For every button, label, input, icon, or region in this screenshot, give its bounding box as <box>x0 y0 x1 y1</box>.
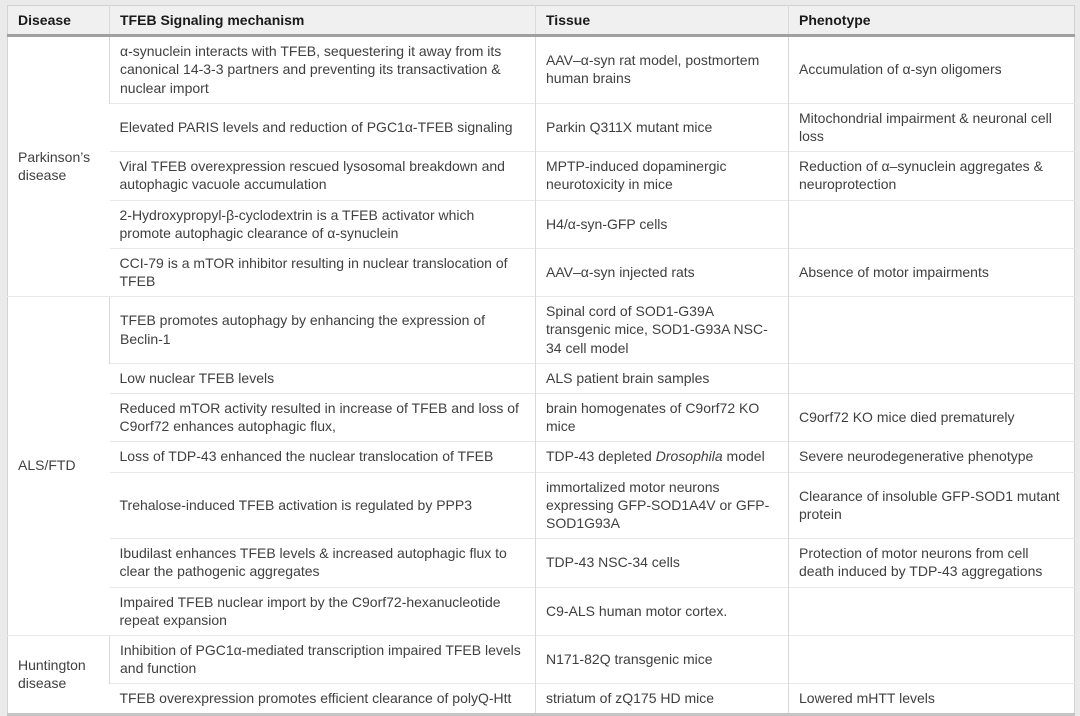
tissue-cell: N171-82Q transgenic mice <box>535 634 789 684</box>
mechanism-cell: CCI-79 is a mTOR inhibitor resulting in … <box>109 247 536 297</box>
phenotype-cell <box>788 634 1075 684</box>
table-row: Low nuclear TFEB levels ALS patient brain… <box>8 362 1075 394</box>
table-row: TFEB overexpression promotes efficient c… <box>8 683 1075 715</box>
mechanism-cell: Ibudilast enhances TFEB levels & increas… <box>109 538 536 587</box>
table-row: Impaired TFEB nuclear import by the C9or… <box>8 586 1075 636</box>
tissue-cell: striatum of zQ175 HD mice <box>535 683 789 715</box>
disease-cell: ALS/FTD <box>7 296 110 636</box>
phenotype-cell: Absence of motor impairments <box>788 247 1075 297</box>
table-row: Loss of TDP-43 enhanced the nuclear tran… <box>8 441 1075 473</box>
phenotype-cell <box>788 586 1075 636</box>
mechanism-cell: Loss of TDP-43 enhanced the nuclear tran… <box>109 441 536 473</box>
tissue-cell: AAV–α-syn rat model, postmortem human br… <box>535 35 789 104</box>
tfeb-disease-table: Disease TFEB Signaling mechanism Tissue … <box>7 5 1075 716</box>
phenotype-cell: C9orf72 KO mice died prematurely <box>788 392 1075 442</box>
table-row: Elevated PARIS levels and reduction of P… <box>8 102 1075 152</box>
table-row: Reduced mTOR activity resulted in increa… <box>8 392 1075 442</box>
mechanism-cell: Reduced mTOR activity resulted in increa… <box>109 392 536 442</box>
tfeb-disease-table-wrapper: Disease TFEB Signaling mechanism Tissue … <box>7 5 1075 716</box>
phenotype-cell <box>788 362 1075 394</box>
phenotype-cell: Reduction of α–synuclein aggregates & ne… <box>788 151 1075 200</box>
tissue-cell: Spinal cord of SOD1-G39A transgenic mice… <box>535 296 789 364</box>
mechanism-cell: TFEB promotes autophagy by enhancing the… <box>109 296 536 364</box>
table-row: Ibudilast enhances TFEB levels & increas… <box>8 538 1075 587</box>
mechanism-cell: Inhibition of PGC1α-mediated transcripti… <box>109 634 536 684</box>
phenotype-cell: Severe neurodegenerative phenotype <box>788 441 1075 473</box>
table-row: CCI-79 is a mTOR inhibitor resulting in … <box>8 247 1075 297</box>
phenotype-cell: Accumulation of α-syn oligomers <box>788 35 1075 104</box>
phenotype-cell <box>788 199 1075 249</box>
mechanism-cell: Impaired TFEB nuclear import by the C9or… <box>109 586 536 636</box>
tissue-cell: brain homogenates of C9orf72 KO mice <box>535 392 789 442</box>
table-row: Huntington disease Inhibition of PGC1α-me… <box>7 634 1075 715</box>
mechanism-cell: α-synuclein interacts with TFEB, sequest… <box>109 35 536 104</box>
table-row: Parkinson’s disease α-synuclein interacts… <box>7 35 1075 297</box>
mechanism-cell: Trehalose-induced TFEB activation is reg… <box>109 471 536 539</box>
tissue-cell: AAV–α-syn injected rats <box>535 247 789 297</box>
phenotype-cell <box>788 296 1075 364</box>
mechanism-cell: 2-Hydroxypropyl-β-cyclodextrin is a TFEB… <box>109 199 536 249</box>
table-body: Parkinson’s disease α-synuclein interacts… <box>7 35 1075 715</box>
tissue-cell: Parkin Q311X mutant mice <box>535 102 789 152</box>
column-header-phenotype: Phenotype <box>788 5 1075 38</box>
table-row: Viral TFEB overexpression rescued lysoso… <box>8 151 1075 200</box>
mechanism-cell: Viral TFEB overexpression rescued lysoso… <box>109 151 536 200</box>
column-header-mechanism: TFEB Signaling mechanism <box>109 5 536 38</box>
mechanism-cell: Low nuclear TFEB levels <box>109 362 536 394</box>
column-header-disease: Disease <box>7 5 110 38</box>
tissue-cell: MPTP-induced dopaminergic neurotoxicity … <box>535 151 789 200</box>
tissue-cell: TDP-43 depleted Drosophila model <box>535 441 789 473</box>
table-row: 2-Hydroxypropyl-β-cyclodextrin is a TFEB… <box>8 199 1075 249</box>
phenotype-cell: Mitochondrial impairment & neuronal cell… <box>788 102 1075 152</box>
mechanism-cell: Elevated PARIS levels and reduction of P… <box>109 102 536 152</box>
phenotype-cell: Lowered mHTT levels <box>788 683 1075 715</box>
table-row: ALS/FTD TFEB promotes autophagy by enhanc… <box>7 296 1075 636</box>
tissue-cell: TDP-43 NSC-34 cells <box>535 538 789 587</box>
disease-cell: Parkinson’s disease <box>7 35 110 297</box>
tissue-cell: ALS patient brain samples <box>535 362 789 394</box>
table-header-row: Disease TFEB Signaling mechanism Tissue … <box>7 5 1075 38</box>
table-row: Trehalose-induced TFEB activation is reg… <box>8 471 1075 539</box>
tissue-cell: immortalized motor neurons expressing GF… <box>535 471 789 539</box>
disease-cell: Huntington disease <box>7 634 110 715</box>
phenotype-cell: Clearance of insoluble GFP-SOD1 mutant p… <box>788 471 1075 539</box>
column-header-tissue: Tissue <box>535 5 789 38</box>
tissue-cell: H4/α-syn-GFP cells <box>535 199 789 249</box>
phenotype-cell: Protection of motor neurons from cell de… <box>788 538 1075 587</box>
mechanism-cell: TFEB overexpression promotes efficient c… <box>109 683 536 715</box>
tissue-cell: C9-ALS human motor cortex. <box>535 586 789 636</box>
